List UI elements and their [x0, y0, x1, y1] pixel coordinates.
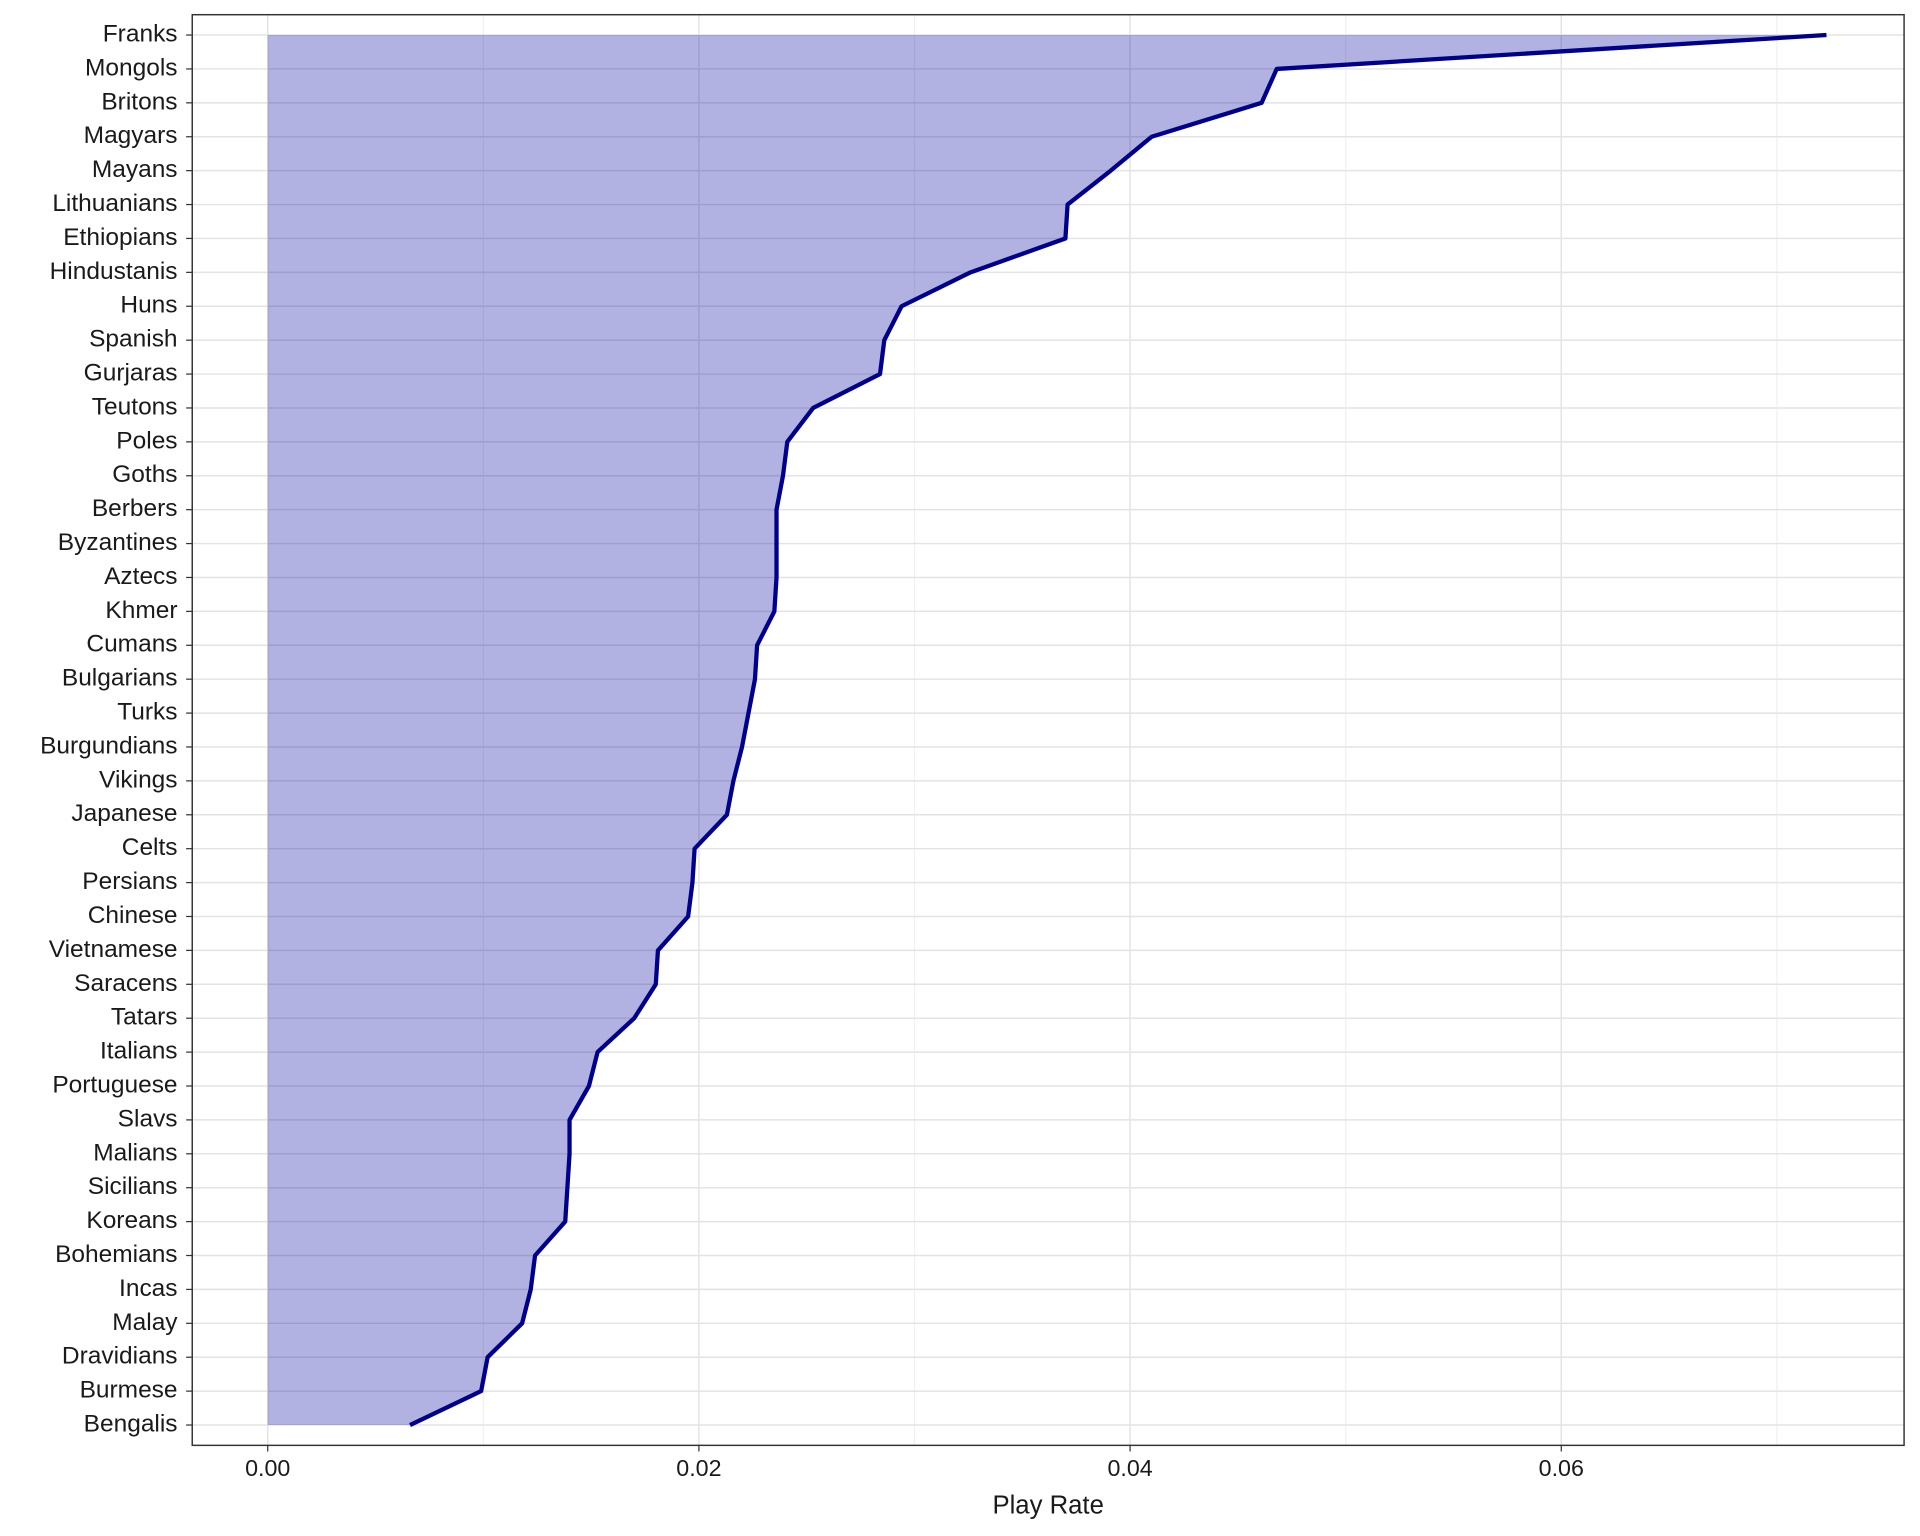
x-tick-label: 0.02 [676, 1455, 721, 1481]
y-tick-label: Incas [119, 1275, 178, 1302]
y-tick-label: Italians [100, 1038, 178, 1065]
y-tick-label: Cumans [86, 631, 177, 658]
y-tick-label: Lithuanians [52, 190, 177, 217]
y-tick-label: Ethiopians [63, 224, 177, 251]
y-tick-label: Britons [101, 88, 177, 115]
y-tick-label: Franks [103, 21, 178, 48]
y-tick-label: Tatars [111, 1004, 178, 1031]
y-tick-label: Malians [93, 1139, 177, 1166]
y-tick-label: Huns [120, 292, 177, 319]
y-tick-label: Spanish [89, 326, 177, 353]
x-tick-label: 0.04 [1107, 1455, 1152, 1481]
y-tick-label: Gurjaras [84, 360, 178, 387]
y-tick-label: Persians [82, 868, 177, 895]
y-tick-label: Bohemians [55, 1241, 177, 1268]
y-tick-label: Chinese [88, 902, 178, 929]
y-tick-label: Turks [117, 699, 177, 726]
y-tick-label: Japanese [71, 800, 177, 827]
y-tick-label: Magyars [84, 122, 178, 149]
y-tick-label: Mayans [92, 156, 178, 183]
line [409, 32, 1827, 1427]
y-tick-label: Bulgarians [62, 665, 178, 692]
y-tick-label: Burmese [80, 1377, 178, 1404]
y-tick-label: Berbers [92, 495, 178, 522]
y-tick-label: Byzantines [58, 529, 178, 556]
y-tick-label: Mongols [85, 54, 178, 81]
y-tick-label: Dravidians [62, 1343, 178, 1370]
y-tick-label: Aztecs [104, 563, 177, 590]
y-tick-label: Koreans [86, 1207, 177, 1234]
y-tick-label: Khmer [105, 597, 177, 624]
y-tick-label: Slavs [118, 1105, 178, 1132]
x-tick-label: 0.06 [1539, 1455, 1584, 1481]
y-tick-label: Saracens [74, 970, 177, 997]
y-tick-label: Burgundians [40, 732, 177, 759]
y-tick-label: Celts [122, 834, 178, 861]
y-tick-label: Poles [116, 427, 177, 454]
y-tick-label: Bengalis [84, 1410, 178, 1437]
y-tick-label: Vietnamese [49, 936, 178, 963]
y-tick-label: Malay [112, 1309, 178, 1336]
panel-border [191, 13, 1905, 1447]
y-tick-label: Teutons [92, 393, 178, 420]
y-tick-label: Vikings [99, 766, 177, 793]
y-tick-label: Portuguese [52, 1071, 177, 1098]
x-axis-title: Play Rate [992, 1491, 1103, 1519]
y-tick-label: Goths [112, 461, 177, 488]
y-tick-label: Sicilians [88, 1173, 178, 1200]
x-tick-label: 0.00 [245, 1455, 290, 1481]
y-tick-label: Hindustanis [50, 258, 178, 285]
area-fill [267, 35, 1827, 1426]
